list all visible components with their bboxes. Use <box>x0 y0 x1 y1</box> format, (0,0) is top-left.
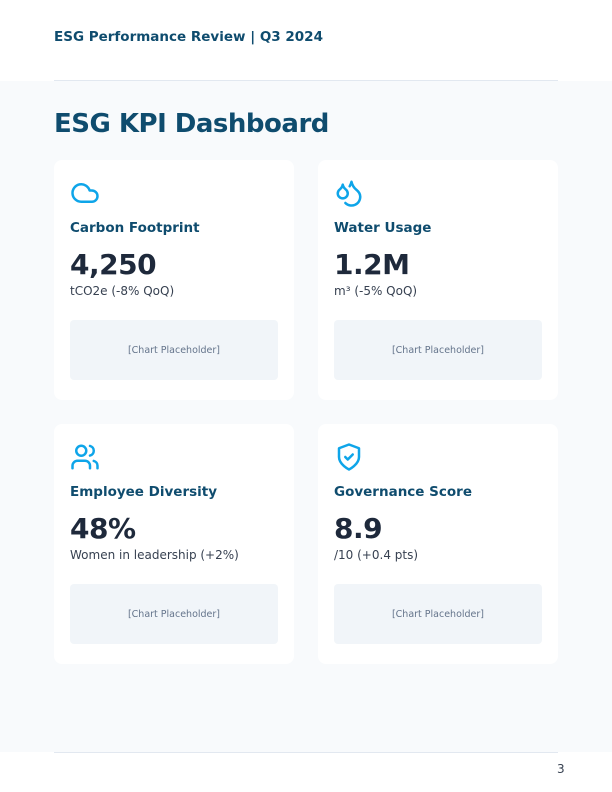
cloud-icon <box>71 183 99 203</box>
header-divider <box>54 80 558 81</box>
report-title: ESG Performance Review | Q3 2024 <box>54 29 323 45</box>
card-subtitle: m³ (-5% QoQ) <box>334 284 418 298</box>
kpi-card-diversity: Employee Diversity 48% Women in leadersh… <box>54 424 294 664</box>
kpi-card-carbon: Carbon Footprint 4,250 tCO2e (-8% QoQ) [… <box>54 160 294 400</box>
chart-placeholder: [Chart Placeholder] <box>70 584 278 644</box>
page-title: ESG KPI Dashboard <box>54 109 329 139</box>
card-subtitle: Women in leadership (+2%) <box>70 548 239 562</box>
card-value: 4,250 <box>70 248 157 281</box>
card-title: Carbon Footprint <box>70 220 200 236</box>
card-subtitle: /10 (+0.4 pts) <box>334 548 419 562</box>
card-title: Water Usage <box>334 220 432 236</box>
card-title: Employee Diversity <box>70 484 218 500</box>
users-icon <box>71 444 99 470</box>
kpi-card-water: Water Usage 1.2M m³ (-5% QoQ) [Chart Pla… <box>318 160 558 400</box>
shield-check-icon <box>337 443 361 471</box>
water-drops-icon <box>336 180 362 207</box>
page-number: 3 <box>557 762 565 776</box>
card-value: 1.2M <box>334 248 410 281</box>
card-value: 8.9 <box>334 512 383 545</box>
chart-placeholder: [Chart Placeholder] <box>70 320 278 380</box>
chart-placeholder: [Chart Placeholder] <box>334 320 542 380</box>
page-header: ESG Performance Review | Q3 2024 <box>0 0 612 80</box>
chart-placeholder: [Chart Placeholder] <box>334 584 542 644</box>
card-title: Governance Score <box>334 484 472 500</box>
card-value: 48% <box>70 512 136 545</box>
footer-divider <box>54 752 558 753</box>
card-subtitle: tCO2e (-8% QoQ) <box>70 284 175 298</box>
kpi-card-governance: Governance Score 8.9 /10 (+0.4 pts) [Cha… <box>318 424 558 664</box>
